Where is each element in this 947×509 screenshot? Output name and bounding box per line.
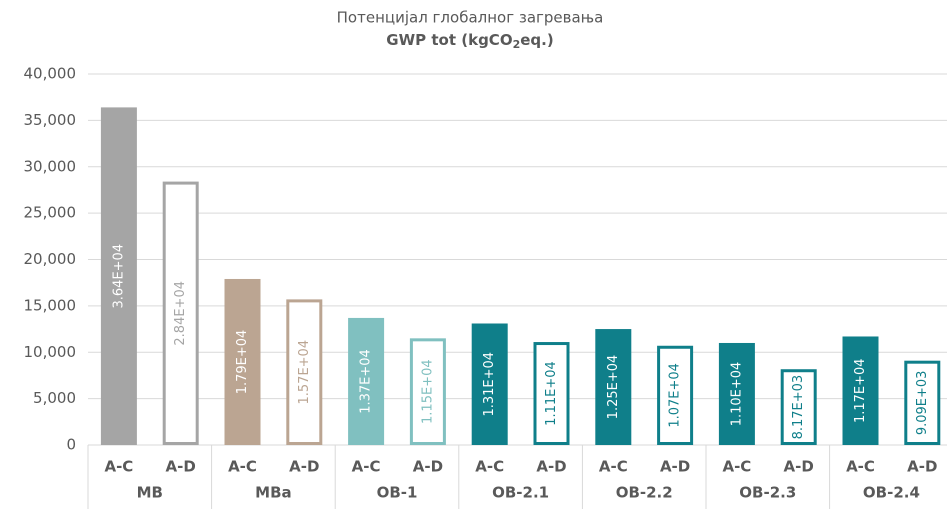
value-label: 1.17E+04 (853, 358, 868, 423)
bar (904, 360, 941, 445)
value-label: 3.64E+04 (111, 244, 126, 309)
value-label: 2.84E+04 (173, 281, 188, 346)
x-tick-label: A-C (475, 458, 504, 476)
chart-subtitle: GWP tot (kgCO2eq.) (386, 31, 553, 52)
group-label: MBa (255, 484, 291, 502)
x-tick-label: A-D (289, 458, 319, 476)
value-label: 1.31E+04 (482, 352, 497, 417)
bar (286, 299, 323, 445)
bar (780, 369, 817, 445)
x-tick-label: A-C (104, 458, 133, 476)
value-label: 1.10E+04 (729, 362, 744, 427)
x-tick-label: A-D (536, 458, 566, 476)
bar (842, 336, 879, 445)
group-label: OB-1 (377, 484, 418, 502)
bar (162, 181, 199, 445)
y-tick-label: 0 (66, 436, 76, 454)
bar (409, 338, 446, 445)
x-tick-label: A-D (166, 458, 196, 476)
bar (348, 317, 385, 445)
bar (100, 107, 137, 445)
value-label: 1.07E+04 (668, 363, 683, 428)
bar (657, 345, 694, 446)
y-tick-label: 10,000 (24, 343, 77, 361)
subtitle-part: GWP tot (kgCO (386, 31, 512, 49)
group-label: OB-2.3 (739, 484, 796, 502)
x-tick-label: A-D (784, 458, 814, 476)
value-label: 1.15E+04 (420, 359, 435, 424)
bar (224, 278, 261, 445)
x-tick-label: A-C (228, 458, 257, 476)
value-label: 1.37E+04 (359, 349, 374, 414)
value-label: 1.79E+04 (235, 330, 250, 395)
x-tick-label: A-C (352, 458, 381, 476)
y-tick-label: 15,000 (24, 296, 77, 314)
value-label: 1.25E+04 (606, 355, 621, 420)
group-label: MB (137, 484, 163, 502)
x-tick-label: A-C (722, 458, 751, 476)
bar (718, 342, 755, 445)
x-tick-label: A-D (660, 458, 690, 476)
y-tick-label: 40,000 (24, 65, 77, 83)
value-label: 1.11E+04 (544, 361, 559, 426)
x-tick-label: A-C (599, 458, 628, 476)
y-tick-label: 30,000 (24, 157, 77, 175)
group-label: OB-2.4 (863, 484, 920, 502)
value-label: 9.09E+03 (915, 371, 930, 436)
chart-title: Потенцијал глобалног загревања (337, 9, 604, 27)
x-tick-label: A-D (413, 458, 443, 476)
subtitle-part: eq.) (520, 31, 553, 49)
y-tick-label: 20,000 (24, 250, 77, 268)
bar (595, 329, 632, 445)
group-label: OB-2.2 (616, 484, 673, 502)
bar (471, 323, 508, 445)
bar (533, 342, 570, 445)
y-tick-label: 25,000 (24, 204, 77, 222)
subtitle-subscript: 2 (513, 38, 521, 51)
x-tick-label: A-D (907, 458, 937, 476)
value-label: 8.17E+03 (791, 375, 806, 440)
group-label: OB-2.1 (492, 484, 549, 502)
x-tick-label: A-C (846, 458, 875, 476)
y-tick-label: 5,000 (33, 389, 76, 407)
value-label: 1.57E+04 (297, 340, 312, 405)
y-tick-label: 35,000 (24, 111, 77, 129)
